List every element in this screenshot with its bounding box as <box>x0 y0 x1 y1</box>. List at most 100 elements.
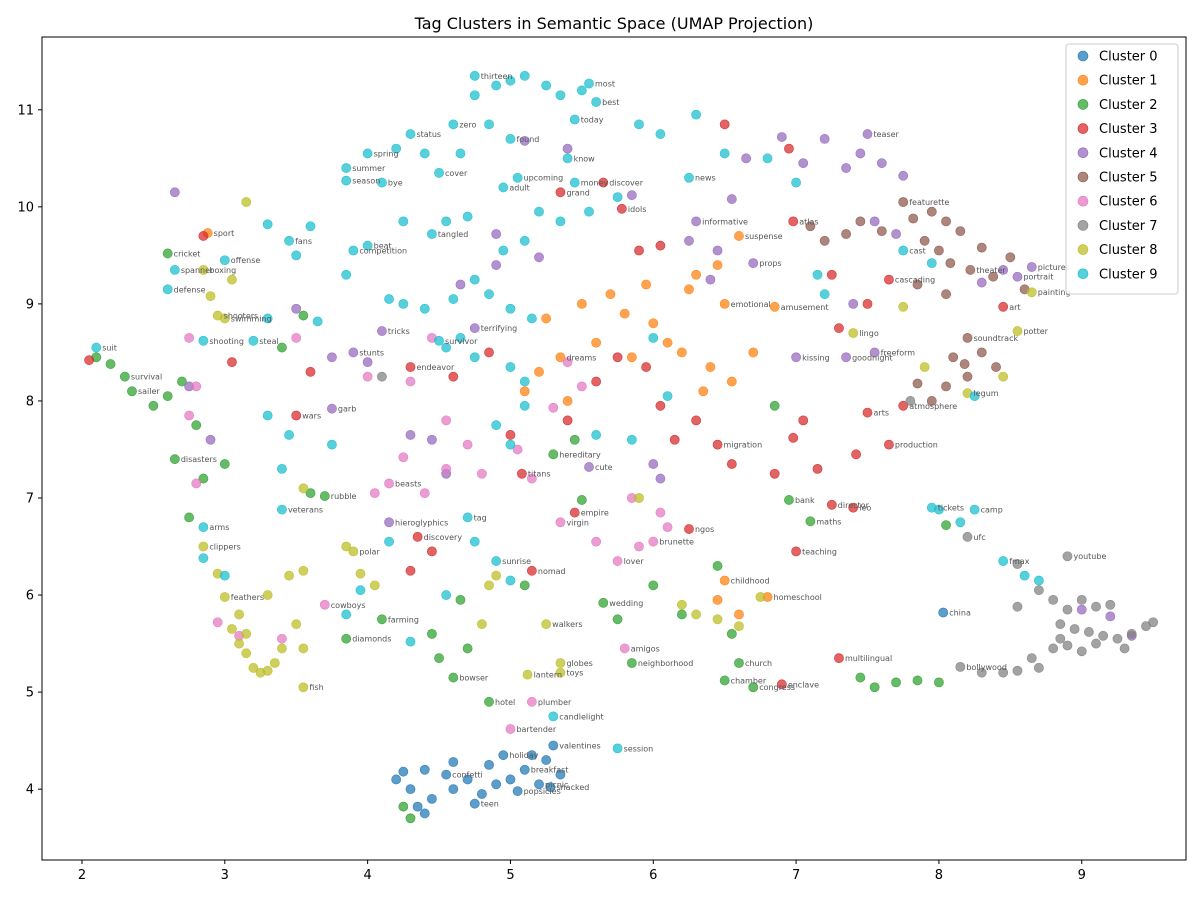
data-point <box>1033 575 1044 586</box>
data-point <box>1062 640 1073 651</box>
data-point <box>862 129 873 139</box>
point-label: pictures <box>1038 263 1070 272</box>
data-point <box>384 294 394 304</box>
data-point <box>434 335 444 346</box>
data-point <box>219 255 230 266</box>
data-point <box>476 789 487 799</box>
data-point <box>555 90 566 101</box>
data-point <box>526 565 537 576</box>
data-point <box>169 265 180 275</box>
point-label: legum <box>973 389 998 398</box>
data-point <box>362 240 373 251</box>
data-point <box>648 580 659 591</box>
point-label: money <box>581 179 609 188</box>
data-point <box>1005 252 1016 263</box>
point-label: featurette <box>909 198 949 207</box>
data-point <box>341 541 352 552</box>
point-label: arms <box>209 523 229 532</box>
data-point <box>198 473 209 484</box>
data-point <box>291 410 302 421</box>
data-point <box>548 711 559 722</box>
point-label: steal <box>259 337 278 346</box>
data-point <box>812 269 823 280</box>
legend-marker <box>1077 147 1089 159</box>
data-point <box>788 432 799 443</box>
data-point <box>405 636 416 647</box>
data-point <box>998 265 1009 275</box>
data-point <box>959 359 970 369</box>
data-point <box>819 134 830 144</box>
data-point <box>405 565 416 576</box>
point-label: today <box>581 115 604 124</box>
data-point <box>419 764 430 775</box>
data-point <box>569 434 580 445</box>
point-label: amigos <box>631 644 660 653</box>
data-point <box>712 614 723 625</box>
data-point <box>591 536 602 547</box>
data-point <box>555 187 566 198</box>
point-label: ngos <box>695 525 714 534</box>
point-label: bowser <box>459 674 489 683</box>
data-point <box>469 274 480 285</box>
data-point <box>976 667 987 678</box>
data-point <box>234 609 244 620</box>
data-point <box>691 109 702 120</box>
data-point <box>719 148 730 159</box>
data-point <box>291 250 302 261</box>
data-point <box>484 347 494 358</box>
point-label: theater <box>976 266 1006 275</box>
legend-box <box>1065 43 1179 295</box>
point-label: bank <box>795 496 815 505</box>
point-label: sunrise <box>502 557 531 566</box>
data-point <box>634 493 644 503</box>
data-point <box>712 595 723 605</box>
x-tick-label: 6 <box>649 868 657 883</box>
data-point <box>505 134 516 144</box>
data-point <box>612 556 623 566</box>
data-point <box>841 163 851 173</box>
point-label: props <box>759 259 781 268</box>
data-point <box>405 376 416 387</box>
data-point <box>784 495 794 505</box>
data-point <box>605 289 616 300</box>
x-tick-label: 8 <box>935 868 943 883</box>
data-point <box>834 323 844 334</box>
point-label: survival <box>131 373 162 382</box>
data-point <box>898 245 909 256</box>
point-label: wars <box>302 412 321 421</box>
data-point <box>855 148 866 159</box>
data-point <box>184 410 195 421</box>
legend-label: Cluster 9 <box>1099 267 1158 282</box>
data-point <box>234 638 244 649</box>
data-point <box>862 407 873 418</box>
data-point <box>1076 595 1087 605</box>
data-point <box>1148 617 1159 628</box>
point-label: china <box>949 609 971 618</box>
point-label: dreams <box>566 353 596 362</box>
legend-label: Cluster 5 <box>1099 171 1158 186</box>
data-point <box>398 452 409 463</box>
data-point <box>655 507 666 518</box>
data-point <box>926 258 937 269</box>
data-point <box>462 774 473 785</box>
data-point <box>227 274 237 285</box>
data-point <box>526 313 537 324</box>
data-point <box>162 391 173 401</box>
data-point <box>362 148 373 159</box>
data-point <box>676 609 687 620</box>
data-point <box>562 153 573 164</box>
data-point <box>505 75 516 86</box>
data-point <box>562 396 573 406</box>
data-point <box>1048 643 1059 654</box>
data-point <box>291 619 302 630</box>
data-point <box>812 463 823 474</box>
data-point <box>712 260 723 270</box>
data-point <box>391 774 402 785</box>
point-label: shooting <box>209 337 244 346</box>
data-point <box>1033 662 1044 673</box>
data-point <box>162 248 173 259</box>
data-point <box>919 235 930 246</box>
point-label: cover <box>445 169 468 178</box>
legend-marker <box>1077 123 1089 134</box>
data-point <box>541 80 552 91</box>
